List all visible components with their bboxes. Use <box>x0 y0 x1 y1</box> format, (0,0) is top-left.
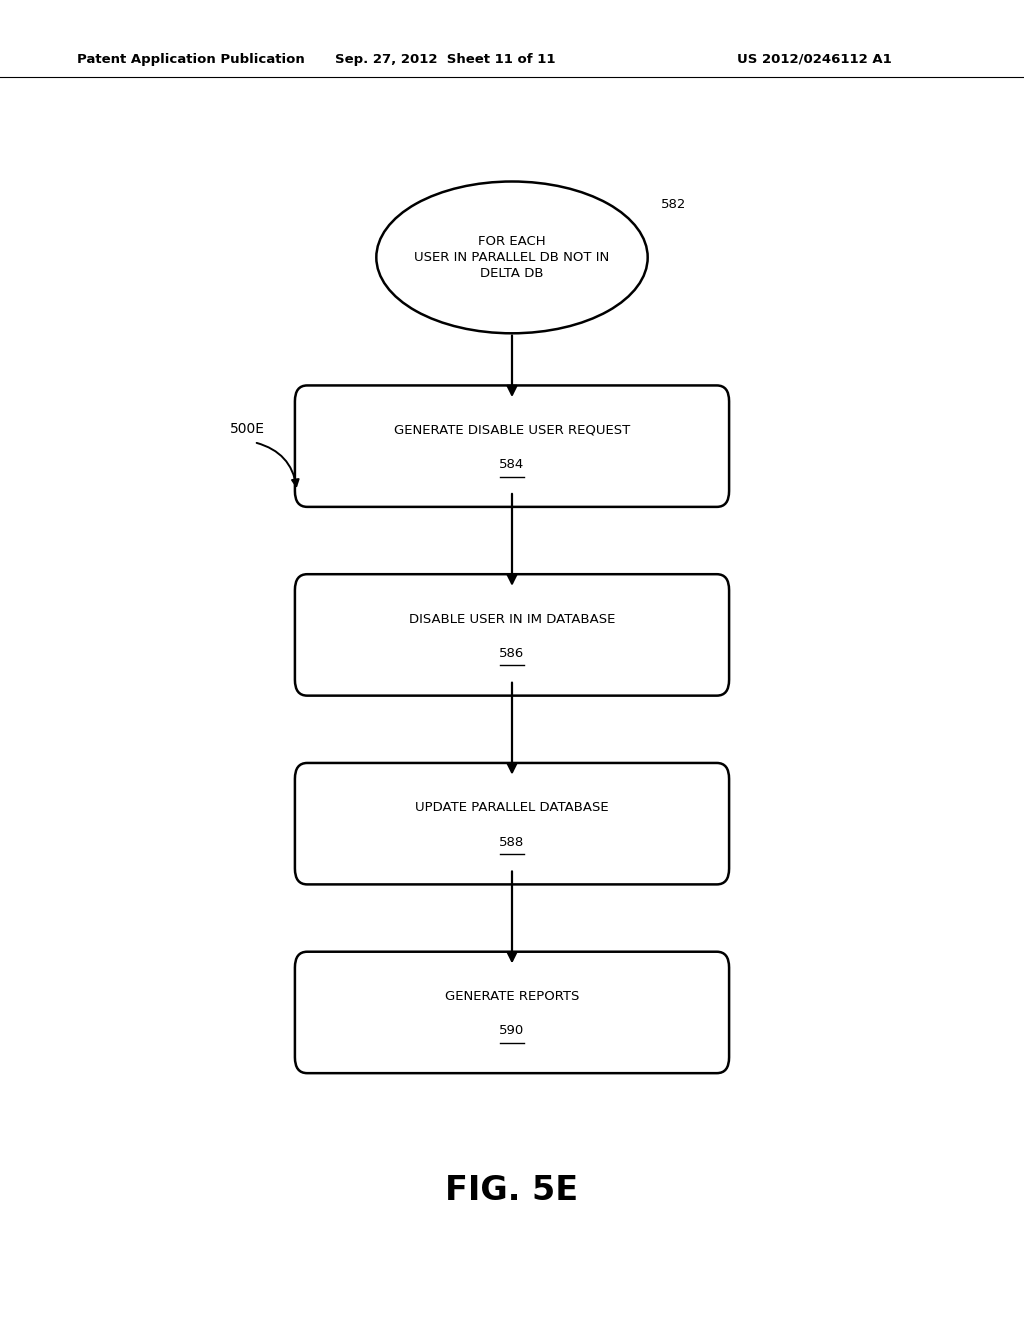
Text: 590: 590 <box>500 1024 524 1038</box>
Text: 584: 584 <box>500 458 524 471</box>
Text: GENERATE REPORTS: GENERATE REPORTS <box>444 990 580 1003</box>
Text: DISABLE USER IN IM DATABASE: DISABLE USER IN IM DATABASE <box>409 612 615 626</box>
Text: 582: 582 <box>660 198 686 211</box>
Text: 588: 588 <box>500 836 524 849</box>
Text: Patent Application Publication: Patent Application Publication <box>77 53 304 66</box>
Text: US 2012/0246112 A1: US 2012/0246112 A1 <box>737 53 892 66</box>
Text: FIG. 5E: FIG. 5E <box>445 1175 579 1206</box>
Text: UPDATE PARALLEL DATABASE: UPDATE PARALLEL DATABASE <box>415 801 609 814</box>
Text: FOR EACH
USER IN PARALLEL DB NOT IN
DELTA DB: FOR EACH USER IN PARALLEL DB NOT IN DELT… <box>415 235 609 280</box>
Text: GENERATE DISABLE USER REQUEST: GENERATE DISABLE USER REQUEST <box>394 424 630 437</box>
Text: 500E: 500E <box>230 422 265 436</box>
Text: Sep. 27, 2012  Sheet 11 of 11: Sep. 27, 2012 Sheet 11 of 11 <box>335 53 556 66</box>
Text: 586: 586 <box>500 647 524 660</box>
